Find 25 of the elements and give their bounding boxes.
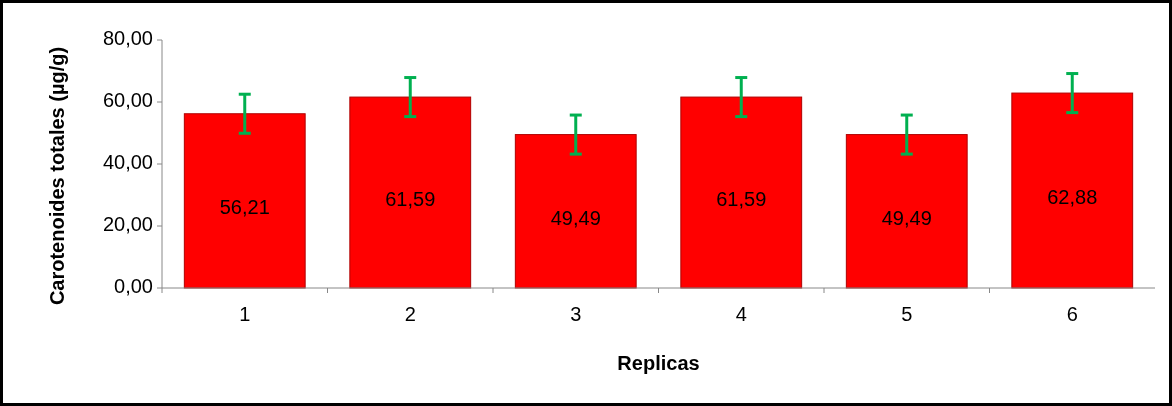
data-label: 49,49 xyxy=(881,206,932,229)
data-label: 56,21 xyxy=(219,196,270,219)
bar xyxy=(1011,92,1134,289)
y-tick-label: 60,00 xyxy=(102,89,153,112)
x-tick-label: 4 xyxy=(735,303,747,325)
x-tick-label: 1 xyxy=(239,303,251,325)
bar xyxy=(514,134,637,289)
bar xyxy=(183,113,306,289)
x-axis-title: Replicas xyxy=(617,352,700,374)
y-tick-label: 20,00 xyxy=(102,213,153,236)
data-label: 61,59 xyxy=(385,187,436,210)
bar xyxy=(680,96,803,289)
data-label: 62,88 xyxy=(1047,185,1098,208)
x-tick-label: 3 xyxy=(570,303,582,325)
y-tick-label: 40,00 xyxy=(102,151,153,174)
y-axis-title: Carotenoides totales (µg/g) xyxy=(46,46,68,306)
y-tick-label: 0,00 xyxy=(114,275,153,298)
x-tick-label: 6 xyxy=(1066,303,1078,325)
bar xyxy=(845,134,968,289)
data-label: 49,49 xyxy=(550,206,601,229)
x-tick-label: 2 xyxy=(404,303,416,325)
x-tick-label: 5 xyxy=(901,303,913,325)
y-tick-label: 80,00 xyxy=(102,27,153,50)
bar xyxy=(349,96,472,289)
data-label: 61,59 xyxy=(716,187,767,210)
